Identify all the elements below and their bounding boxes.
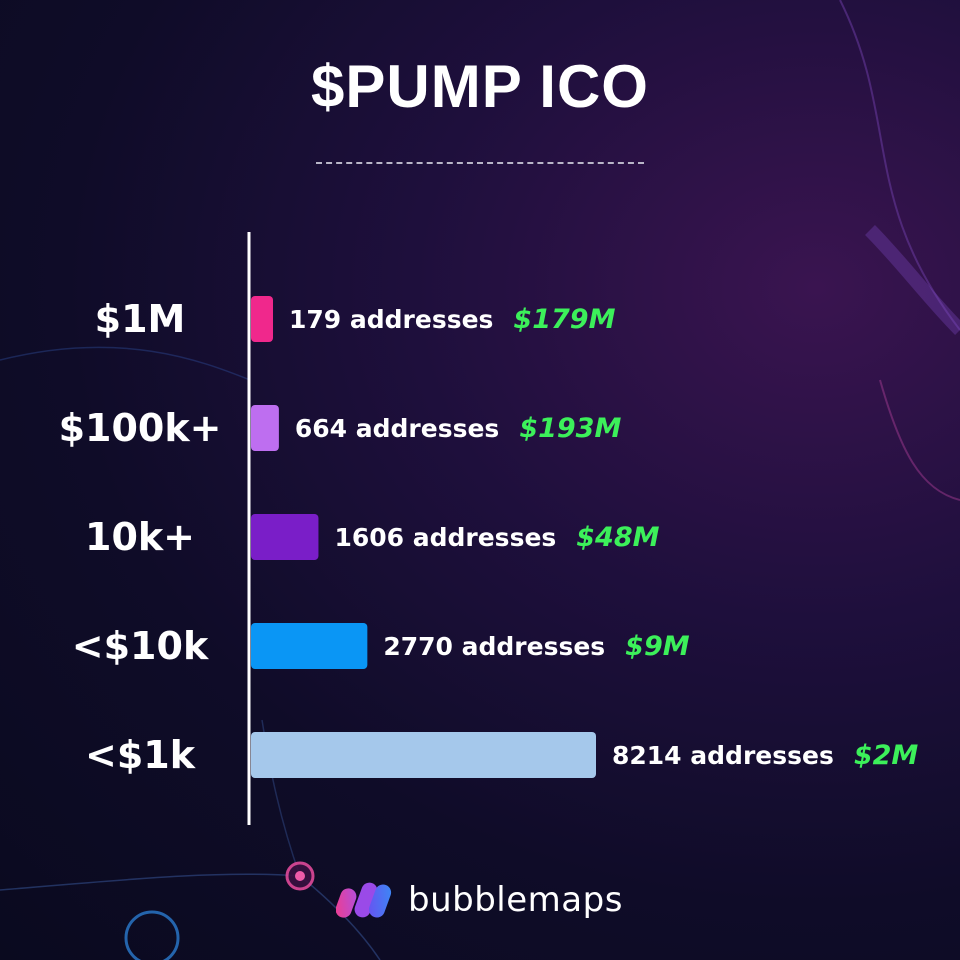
category-label: $100k+ (59, 406, 222, 450)
count-label: 664 addresses (295, 414, 499, 443)
bar (251, 405, 279, 451)
page-title: $PUMP ICO (311, 53, 649, 120)
value-label: $179M (513, 304, 615, 335)
category-label: 10k+ (85, 515, 195, 559)
bar (251, 296, 273, 342)
brand-name: bubblemaps (408, 880, 623, 920)
count-label: 1606 addresses (334, 523, 556, 552)
bar (251, 623, 368, 669)
count-label: 179 addresses (289, 305, 493, 334)
value-label: $9M (625, 631, 690, 662)
count-label: 2770 addresses (383, 632, 605, 661)
value-label: $2M (854, 740, 919, 771)
category-label: $1M (95, 297, 186, 341)
category-label: <$1k (85, 733, 196, 777)
title-divider (316, 162, 644, 164)
bar (251, 514, 319, 560)
count-label: 8214 addresses (612, 741, 834, 770)
brand-footer: bubblemaps (336, 878, 623, 922)
value-label: $193M (519, 413, 621, 444)
category-label: <$10k (72, 624, 209, 668)
bubblemaps-logo-icon (336, 882, 392, 918)
value-label: $48M (576, 522, 659, 553)
bar (251, 732, 596, 778)
